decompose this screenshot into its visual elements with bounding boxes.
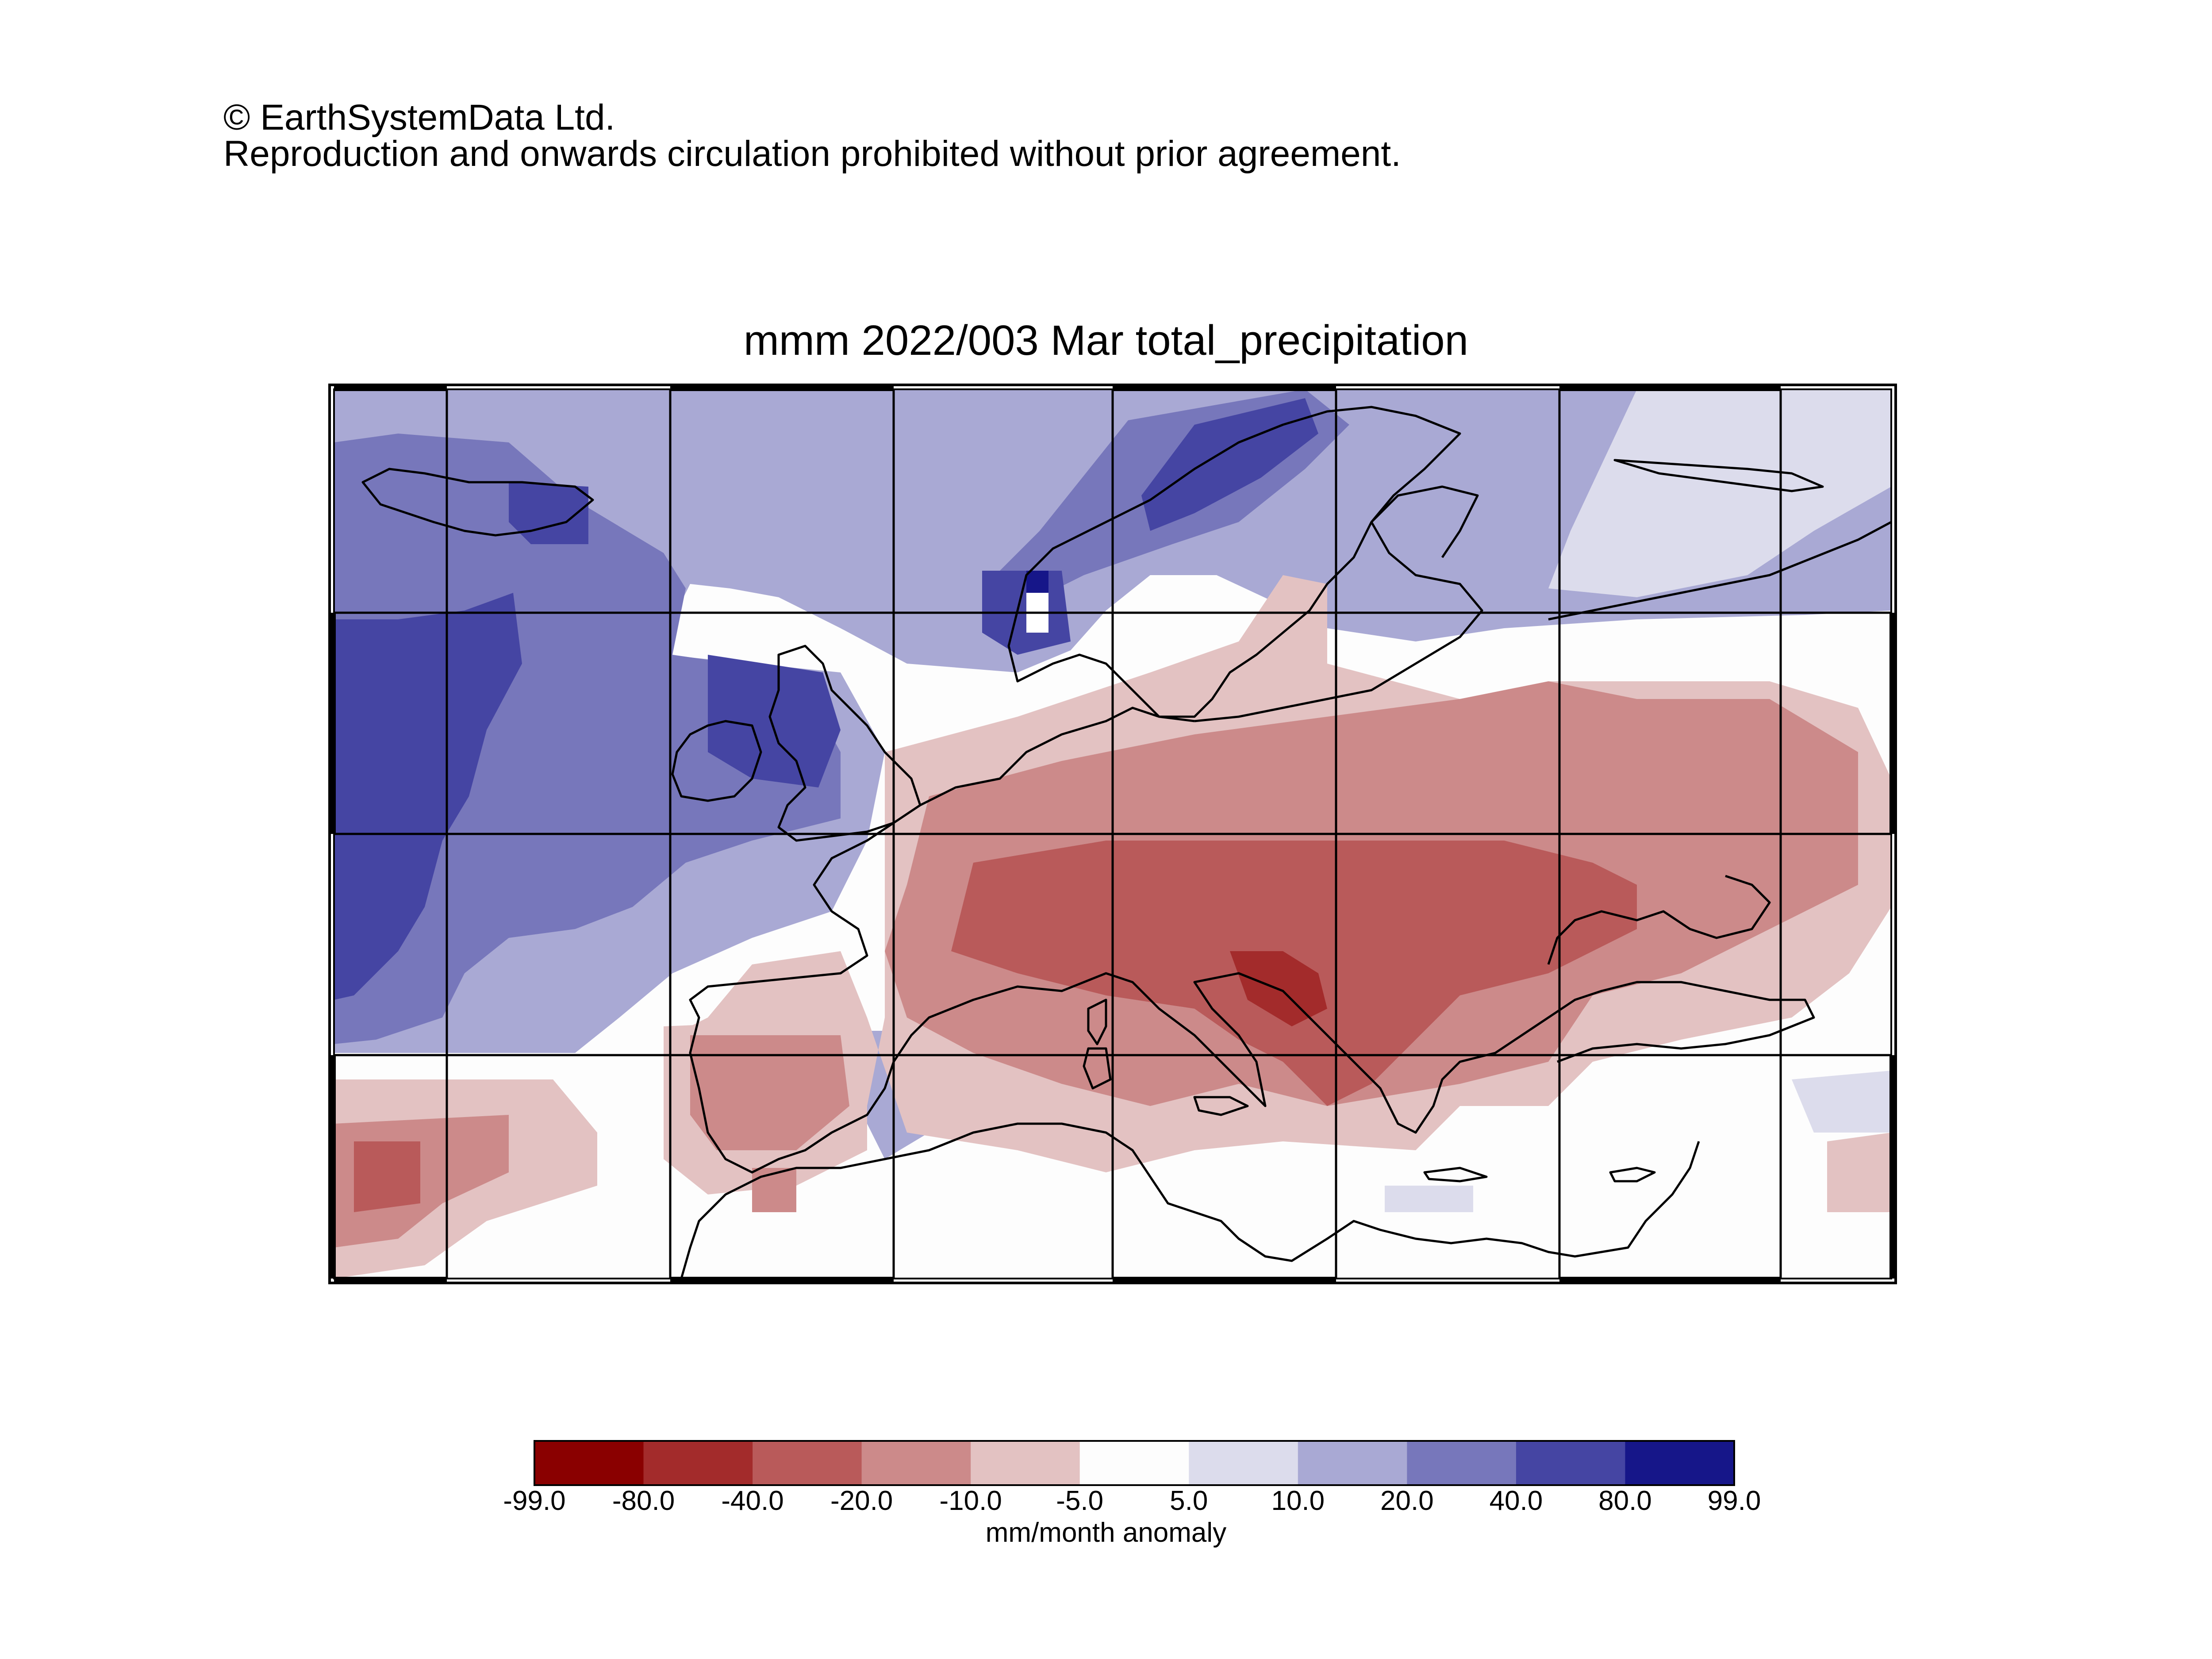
anomaly-atlantic-40-80 xyxy=(334,593,522,1000)
map-gridlines xyxy=(334,389,1891,1279)
coast-black-sea xyxy=(1547,875,1771,965)
colorbar-swatch xyxy=(1625,1441,1735,1485)
coast-ireland xyxy=(671,720,762,802)
map-title: mmm 2022/003 Mar total_precipitation xyxy=(743,317,1469,364)
colorbar-tick-label: 5.0 xyxy=(1170,1486,1208,1516)
copyright-line-1: © EarthSystemData Ltd. xyxy=(223,97,615,138)
coast-crete-cyprus xyxy=(1423,1167,1656,1183)
coast-north-africa xyxy=(680,1122,1700,1279)
anomaly-iberia-20-40 xyxy=(690,1035,849,1150)
colorbar-swatch xyxy=(1516,1441,1625,1485)
anomaly-levant-20-40 xyxy=(1827,1133,1891,1212)
colorbar-tick-label: -5.0 xyxy=(1056,1486,1104,1516)
coast-great-britain xyxy=(768,645,922,842)
anomaly-russia-light xyxy=(1548,389,1891,597)
colorbar-swatch xyxy=(1189,1441,1298,1485)
anomaly-levant-positive xyxy=(1792,1071,1891,1133)
colorbar-swatch xyxy=(643,1441,753,1485)
copyright-line-2: Reproduction and onwards circulation pro… xyxy=(223,134,1401,174)
colorbar xyxy=(534,1440,1735,1486)
anomaly-east-med-positive xyxy=(1385,1186,1473,1212)
colorbar-swatch xyxy=(1079,1441,1189,1485)
anomaly-ireland-40-80 xyxy=(708,655,841,787)
anomaly-sogn-80-99 xyxy=(1026,571,1048,593)
colorbar-swatch xyxy=(534,1441,644,1485)
coast-west-europe xyxy=(689,707,1815,1174)
colorbar-label: mm/month anomaly xyxy=(985,1517,1227,1548)
anomaly-northern-positive xyxy=(334,389,1891,1053)
colorbar-tick-label: -40.0 xyxy=(721,1486,784,1516)
coast-kola-white-sea xyxy=(1371,485,1479,558)
colorbar-tick-label: 10.0 xyxy=(1271,1486,1325,1516)
anomaly-norway-40-80 xyxy=(1141,398,1318,531)
anomaly-iceland-40-80 xyxy=(509,482,588,544)
colorbar-tick-label: -99.0 xyxy=(503,1486,566,1516)
frame-ticks xyxy=(330,385,1896,1283)
anomaly-atlantic-20-40 xyxy=(334,434,841,1044)
coastlines xyxy=(361,406,1891,1279)
colorbar-swatch xyxy=(1298,1441,1407,1485)
copyright-notice: © EarthSystemData Ltd. Reproduction and … xyxy=(223,100,1401,172)
colorbar-tick-label: -10.0 xyxy=(939,1486,1002,1516)
colorbar-tick-label: -20.0 xyxy=(830,1486,893,1516)
coast-novaya-zemlya xyxy=(1613,459,1824,492)
coast-sicily xyxy=(1193,1096,1249,1116)
coast-finland-baltic xyxy=(1194,521,1483,722)
anomaly-atlantic-south-40-80 xyxy=(354,1141,420,1212)
colorbar-tick-label: -80.0 xyxy=(612,1486,675,1516)
colorbar-swatch xyxy=(753,1441,862,1485)
map-frame xyxy=(328,384,1897,1284)
anomaly-morocco-20-40 xyxy=(752,1168,796,1212)
colorbar-frame xyxy=(534,1440,1735,1486)
colorbar-swatch xyxy=(971,1441,1080,1485)
coast-corsica-sardinia xyxy=(1083,998,1112,1090)
colorbar-tick-label: 40.0 xyxy=(1489,1486,1543,1516)
colorbar-tick-label: 20.0 xyxy=(1380,1486,1434,1516)
colorbar-swatch xyxy=(1407,1441,1517,1485)
colorbar-tick-label: 99.0 xyxy=(1707,1486,1761,1516)
coast-north-russia xyxy=(1548,521,1891,621)
coast-iceland xyxy=(361,468,594,537)
colorbar-swatch xyxy=(861,1441,971,1485)
colorbar-tick-label: 80.0 xyxy=(1598,1486,1652,1516)
